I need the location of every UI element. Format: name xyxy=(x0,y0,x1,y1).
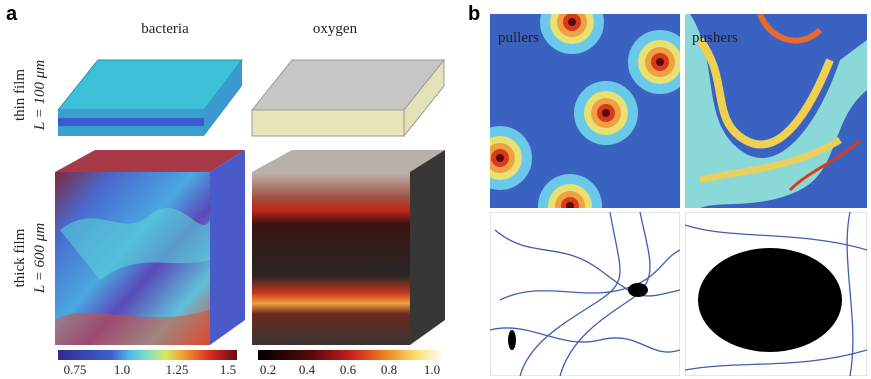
panel-b-label: pullers xyxy=(498,30,539,46)
colorbar-tick-label: 1.25 xyxy=(166,362,189,377)
colorbar-tick-label: 0.6 xyxy=(340,362,357,377)
panel-b-label: pushers xyxy=(692,30,738,46)
colorbar-tick-label: 0.4 xyxy=(299,362,316,377)
thin-oxygen xyxy=(252,60,444,136)
colorbar xyxy=(258,350,444,360)
panel-label: a xyxy=(6,3,18,25)
thin-bacteria xyxy=(58,60,242,136)
colorbar-tick-label: 1.0 xyxy=(114,362,130,377)
colorbar-tick-label: 0.2 xyxy=(260,362,276,377)
thick-bacteria xyxy=(55,150,245,345)
thick-oxygen xyxy=(252,150,445,345)
row-label: thick film xyxy=(12,228,28,287)
column-label: bacteria xyxy=(141,21,189,37)
pushers-streamlines xyxy=(685,212,867,376)
colorbar-tick-label: 1.5 xyxy=(220,362,236,377)
pullers-streamlines xyxy=(490,212,680,376)
colorbar-tick-label: 0.75 xyxy=(64,362,87,377)
column-label: oxygen xyxy=(313,21,358,37)
panel-label: b xyxy=(468,3,480,25)
colorbar xyxy=(58,350,237,360)
colorbar-tick-label: 1.0 xyxy=(424,362,440,377)
row-label: L = 100 μm xyxy=(32,60,48,131)
figure: a bacteria oxygen thin film L = 100 μm t… xyxy=(0,0,871,379)
row-label: thin film xyxy=(12,69,28,121)
colorbar-tick-label: 0.8 xyxy=(381,362,397,377)
row-label: L = 600 μm xyxy=(32,223,48,294)
